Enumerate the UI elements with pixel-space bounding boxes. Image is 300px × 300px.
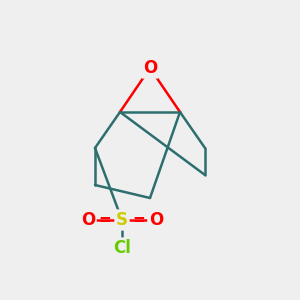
Text: O: O [149, 211, 163, 229]
Text: S: S [116, 211, 128, 229]
Text: Cl: Cl [113, 239, 131, 257]
Text: O: O [81, 211, 95, 229]
Text: =: = [133, 212, 146, 227]
Text: O: O [143, 59, 157, 77]
Text: =: = [99, 212, 111, 227]
